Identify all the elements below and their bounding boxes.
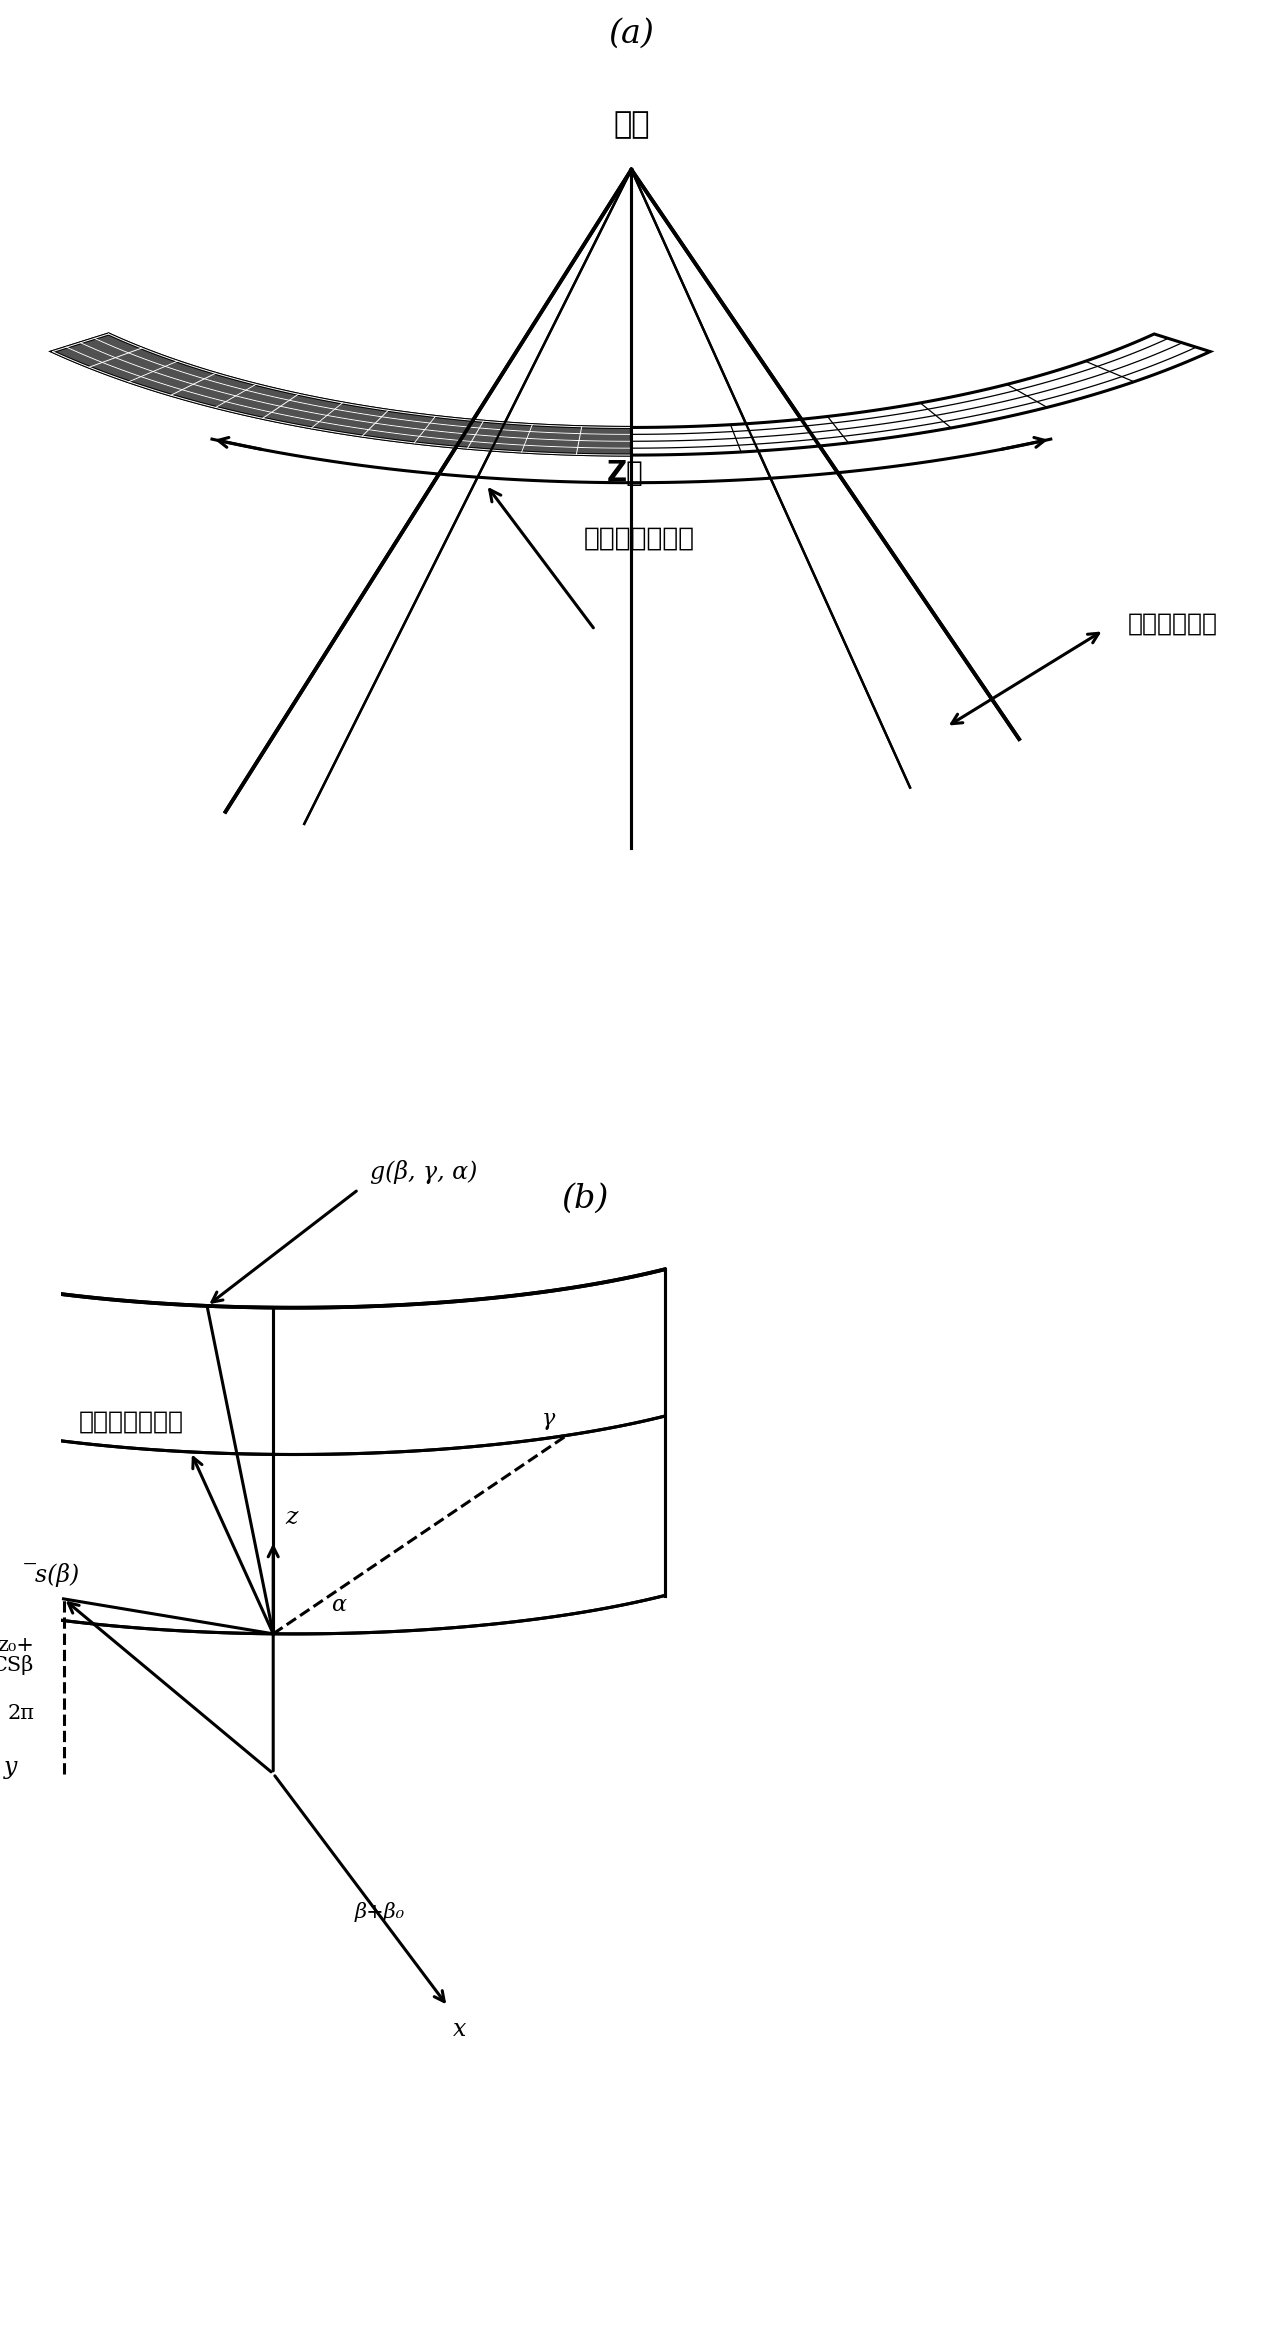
Text: β+β₀: β+β₀ (355, 1901, 405, 1922)
Text: 焦点: 焦点 (613, 110, 650, 140)
Text: ̅s(β): ̅s(β) (36, 1563, 80, 1587)
Text: g(β, γ, α): g(β, γ, α) (371, 1160, 477, 1184)
Text: CSβ: CSβ (0, 1654, 35, 1675)
Text: z: z (284, 1505, 297, 1528)
Text: x: x (453, 2018, 466, 2041)
Text: α: α (332, 1594, 346, 1617)
Polygon shape (0, 1270, 664, 1633)
Polygon shape (53, 333, 632, 454)
Text: y: y (4, 1757, 17, 1780)
Polygon shape (53, 333, 1210, 454)
Text: (a): (a) (609, 19, 654, 51)
Text: (b): (b) (561, 1184, 609, 1214)
Text: 2π: 2π (8, 1703, 35, 1722)
Text: γ: γ (542, 1407, 555, 1431)
Text: 检测器通道方向: 检测器通道方向 (583, 524, 695, 552)
Text: 圆筒状的检测器: 圆筒状的检测器 (79, 1410, 184, 1433)
Text: 检测器列方向: 检测器列方向 (1129, 613, 1218, 636)
Text: Z轴: Z轴 (607, 459, 644, 487)
Text: z₀+: z₀+ (0, 1636, 35, 1654)
